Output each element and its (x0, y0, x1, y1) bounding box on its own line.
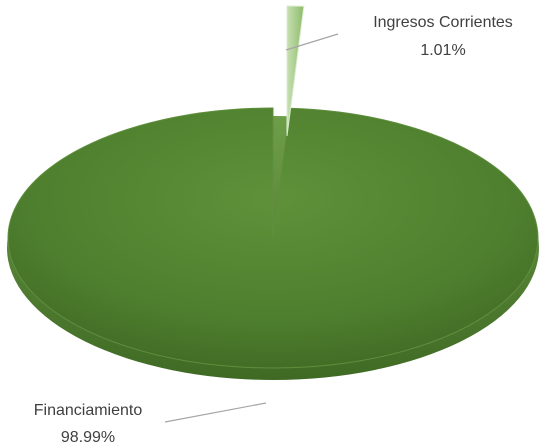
pie-slice-financiamiento[interactable] (7, 107, 539, 369)
label-ingresos-corrientes-percent: 1.01% (420, 42, 465, 59)
leader-line-ingresos-corrientes (285, 33, 339, 51)
label-financiamiento-name: Financiamiento (34, 402, 143, 419)
pie-slice-ingresos-corrientes[interactable] (286, 5, 305, 137)
leader-line-financiamiento (164, 402, 267, 423)
label-ingresos-corrientes-name: Ingresos Corrientes (373, 14, 513, 31)
label-financiamiento-percent: 98.99% (61, 429, 115, 446)
